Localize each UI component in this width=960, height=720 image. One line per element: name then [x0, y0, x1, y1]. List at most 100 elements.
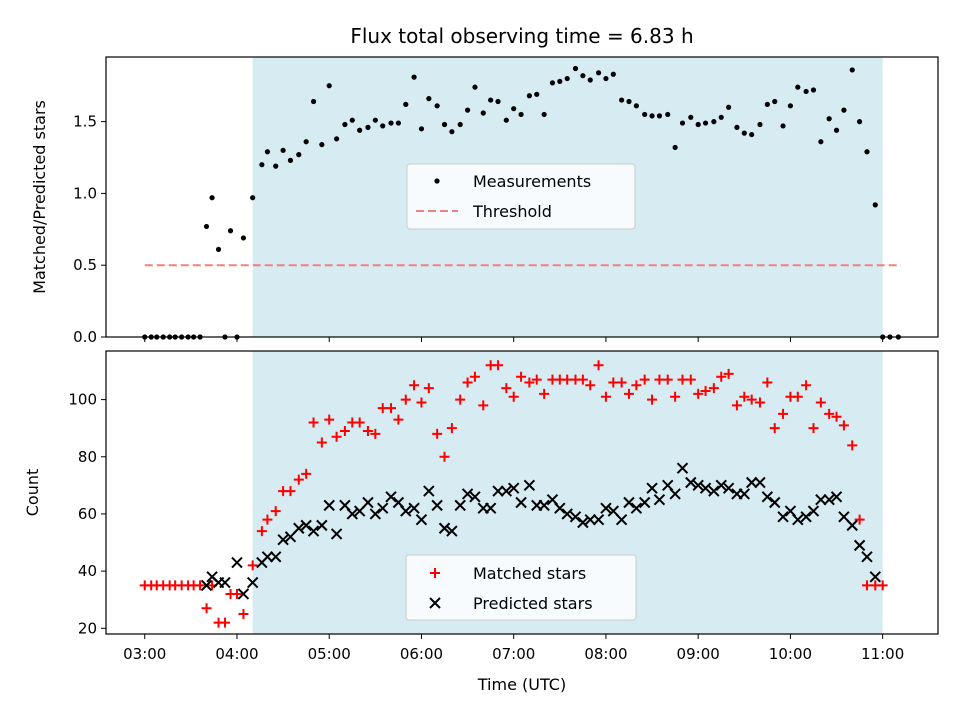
x-tick-label: 10:00	[769, 645, 812, 663]
matched-stars-point	[339, 426, 350, 437]
matched-stars-point	[324, 414, 335, 425]
predicted-stars-point	[669, 488, 681, 500]
predicted-stars-point	[400, 505, 412, 517]
matched-stars-point	[446, 423, 457, 434]
predicted-stars-point	[277, 533, 289, 546]
measurement-point	[679, 120, 686, 126]
matched-stars-point	[493, 360, 504, 371]
y-tick-label: 1.0	[73, 184, 97, 202]
matched-stars-point	[400, 394, 411, 405]
measurement-point	[264, 149, 271, 155]
bottom-legend-box	[405, 554, 637, 621]
measurement-point	[287, 157, 294, 163]
predicted-stars-point	[346, 508, 358, 520]
measurement-point	[418, 126, 425, 132]
matched-stars-point	[409, 380, 420, 391]
x-axis-label: Time (UTC)	[477, 675, 566, 694]
x-tick-label: 11:00	[861, 645, 904, 663]
matched-stars-point	[600, 391, 611, 402]
measurement-point	[227, 228, 234, 234]
measurement-point	[749, 131, 755, 138]
matched-stars-point	[585, 380, 596, 391]
matched-stars-point	[423, 383, 434, 394]
predicted-stars-point	[592, 513, 605, 526]
matched-stars-point	[195, 580, 206, 591]
matched-stars-point	[739, 391, 750, 402]
predicted-stars-point	[630, 502, 643, 514]
measurement-point	[518, 111, 524, 118]
predicted-stars-point	[646, 482, 658, 494]
matched-stars-point	[393, 414, 404, 425]
measurement-point	[633, 103, 639, 109]
matched-stars-point	[639, 374, 650, 385]
matched-stars-point	[386, 403, 397, 414]
measurement-point	[240, 235, 247, 241]
predicted-stars-point	[638, 496, 651, 509]
matched-stars-point	[370, 428, 381, 439]
predicted-stars-point	[408, 502, 420, 514]
predicted-stars-point	[461, 488, 474, 500]
measurement-point	[864, 149, 870, 155]
bottom-panel-frame	[105, 350, 939, 635]
matched-stars-point	[631, 380, 642, 391]
measurement-point	[488, 97, 494, 103]
measurement-point	[856, 119, 863, 125]
predicted-stars-point	[830, 491, 843, 503]
measurement-point	[280, 147, 286, 153]
top-legend: Measurements Threshold	[406, 163, 636, 230]
top-y-axis-label: Matched/Predicted stars	[30, 100, 49, 294]
predicted-stars-point	[692, 479, 704, 492]
legend-matched-label: Matched stars	[473, 564, 586, 583]
measurement-point	[215, 246, 222, 253]
predicted-stars-point	[300, 519, 312, 532]
matched-stars-point	[270, 506, 281, 517]
count-marks	[140, 360, 888, 628]
predicted-stars-point	[584, 513, 596, 526]
measurement-point	[372, 117, 378, 123]
legend-threshold-label: Threshold	[472, 202, 552, 221]
measurement-point	[726, 104, 732, 110]
legend-matched-marker	[430, 568, 440, 578]
measurement-point	[549, 80, 556, 86]
measurement-point	[511, 106, 517, 112]
measurement-point	[642, 111, 648, 118]
measurement-point	[342, 121, 348, 128]
predicted-stars-point	[237, 588, 250, 600]
matched-stars-point	[824, 408, 835, 419]
bottom-y-ticks: 20 40 60 80 100	[68, 391, 106, 637]
measurement-point	[203, 223, 210, 230]
x-tick-label: 03:00	[123, 645, 166, 663]
predicted-stars-point	[708, 485, 720, 497]
matched-stars-point	[792, 391, 803, 402]
y-tick-label: 60	[78, 505, 97, 523]
matched-stars-point	[285, 486, 296, 497]
legend-predicted-label: Predicted stars	[473, 594, 593, 613]
measurement-point	[688, 114, 694, 120]
measurement-point	[526, 93, 532, 99]
predicted-stars-point	[270, 551, 282, 563]
predicted-stars-point	[284, 531, 297, 543]
x-tick-label: 08:00	[584, 645, 627, 663]
measurement-point	[380, 123, 386, 129]
measurement-point	[772, 98, 778, 105]
legend-measurements-label: Measurements	[473, 172, 591, 191]
predicted-stars-point	[554, 502, 566, 514]
measurement-point	[702, 120, 709, 126]
measurement-point	[711, 119, 717, 125]
y-tick-label: 1.5	[73, 113, 97, 131]
matched-stars-point	[478, 400, 489, 411]
measurement-point	[672, 144, 678, 151]
predicted-stars-point	[699, 482, 712, 494]
measurement-point	[333, 136, 340, 142]
bottom-x-ticks: 03:00 04:00 05:00 06:00 07:00 08:00 09:00 10:00…	[123, 634, 904, 663]
measurement-point	[780, 123, 786, 129]
top-legend-box	[406, 163, 636, 230]
x-tick-label: 09:00	[677, 645, 720, 663]
predicted-stars-point	[353, 505, 366, 517]
matched-stars-point	[462, 377, 473, 388]
matched-stars-point	[708, 383, 719, 394]
matched-stars-point	[847, 440, 858, 451]
matched-stars-point	[416, 397, 427, 408]
predicted-stars-point	[523, 479, 536, 492]
predicted-stars-point	[600, 502, 612, 514]
